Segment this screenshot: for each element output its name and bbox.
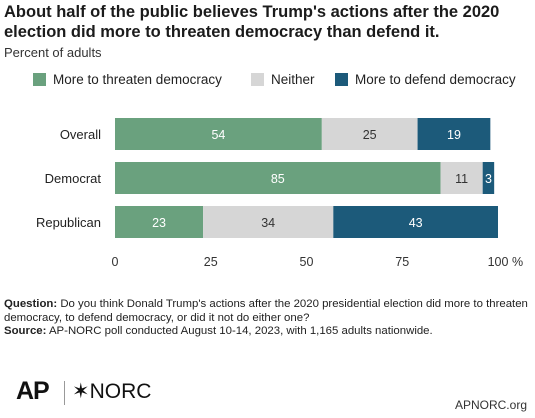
stacked-bar-chart: Overall 54 25 19 Democrat 85 11 3 Republican 23 34… bbox=[36, 118, 523, 269]
x-tick-label-25: 25 bbox=[204, 255, 218, 269]
data-label-overall-defend: 19 bbox=[447, 128, 461, 142]
ap-logo: AP bbox=[16, 377, 50, 405]
category-label-democrat: Democrat bbox=[45, 171, 102, 186]
data-label-overall-neither: 25 bbox=[363, 128, 377, 142]
data-label-republican-threaten: 23 bbox=[152, 216, 166, 230]
bar-overall-neither bbox=[321, 118, 418, 150]
legend-swatch-defend bbox=[335, 73, 348, 86]
x-axis-unit: % bbox=[512, 255, 523, 269]
bar-republican-threaten bbox=[115, 206, 204, 238]
category-label-republican: Republican bbox=[36, 215, 101, 230]
logo-divider bbox=[64, 381, 65, 405]
legend-label-threaten: More to threaten democracy bbox=[53, 72, 222, 87]
legend-label-defend: More to defend democracy bbox=[355, 72, 516, 87]
legend-item-threaten: More to threaten democracy bbox=[33, 72, 222, 87]
site-url: APNORC.org bbox=[454, 398, 527, 412]
data-label-republican-defend: 43 bbox=[409, 216, 423, 230]
chart-subtitle: Percent of adults bbox=[4, 45, 102, 60]
bar-overall-threaten bbox=[115, 118, 322, 150]
bar-democrat-neither bbox=[440, 162, 483, 194]
legend-item-neither: Neither bbox=[251, 72, 315, 87]
data-label-overall-threaten: 54 bbox=[211, 128, 225, 142]
category-label-overall: Overall bbox=[60, 127, 101, 142]
chart-title: About half of the public believes Trump'… bbox=[4, 3, 500, 41]
source-text: AP-NORC poll conducted August 10-14, 202… bbox=[46, 325, 433, 337]
legend-swatch-neither bbox=[251, 73, 264, 86]
data-label-democrat-neither: 11 bbox=[455, 172, 468, 186]
question-text: Do you think Donald Trump's actions afte… bbox=[4, 298, 528, 324]
x-tick-label-0: 0 bbox=[112, 255, 119, 269]
legend-item-defend: More to defend democracy bbox=[335, 72, 516, 87]
x-tick-label-50: 50 bbox=[300, 255, 314, 269]
question-label: Question: bbox=[4, 298, 58, 310]
legend-label-neither: Neither bbox=[271, 72, 315, 87]
x-tick-label-100: 100 bbox=[488, 255, 509, 269]
bar-republican-neither bbox=[203, 206, 334, 238]
data-label-democrat-defend: 3 bbox=[485, 172, 492, 186]
bar-democrat-threaten bbox=[115, 162, 441, 194]
data-label-republican-neither: 34 bbox=[261, 216, 275, 230]
footnote: Question: Do you think Donald Trump's ac… bbox=[4, 298, 532, 339]
data-label-democrat-threaten: 85 bbox=[271, 172, 285, 186]
legend-swatch-threaten bbox=[33, 73, 46, 86]
source-label: Source: bbox=[4, 325, 47, 337]
bar-republican-defend bbox=[333, 206, 498, 238]
bar-overall-defend bbox=[417, 118, 491, 150]
x-tick-label-75: 75 bbox=[395, 255, 409, 269]
bar-democrat-defend bbox=[482, 162, 495, 194]
norc-logo: ✶NORC bbox=[72, 380, 152, 403]
